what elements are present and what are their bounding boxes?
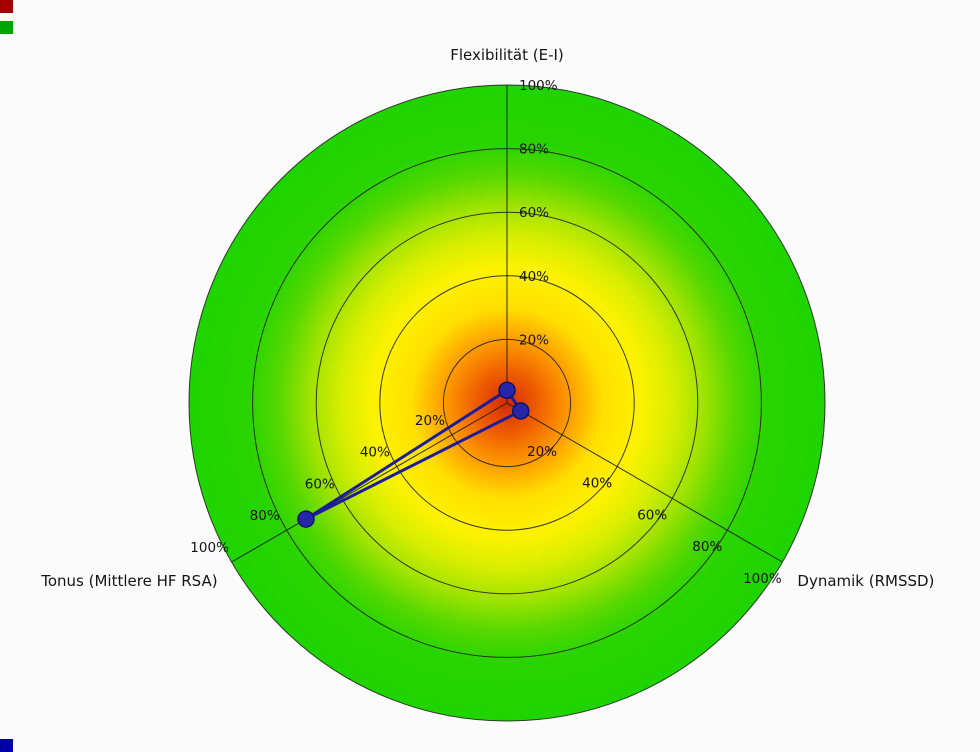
corner-marker-blue xyxy=(0,739,13,752)
tick-label-axis1-100: 100% xyxy=(743,571,782,587)
tick-label-axis2-80: 80% xyxy=(250,508,280,524)
tick-label-axis0-20: 20% xyxy=(519,332,549,348)
tick-label-axis0-60: 60% xyxy=(519,205,549,221)
axis-line-1 xyxy=(506,402,783,563)
tick-label-axis2-100: 100% xyxy=(190,540,229,556)
axis-line-2 xyxy=(231,402,508,563)
corner-marker-red xyxy=(0,0,13,13)
tick-label-axis0-80: 80% xyxy=(519,142,549,158)
tick-label-axis1-40: 40% xyxy=(582,476,612,492)
tick-label-axis2-20: 20% xyxy=(415,413,445,429)
tick-label-axis2-60: 60% xyxy=(305,476,335,492)
data-point-marker-0[interactable] xyxy=(498,381,516,400)
tick-label-axis2-40: 40% xyxy=(360,445,390,461)
tick-label-axis0-40: 40% xyxy=(519,269,549,285)
axis-title-2: Tonus (Mittlere HF RSA) xyxy=(40,572,217,590)
data-point-marker-1[interactable] xyxy=(512,402,530,420)
axis-title-0: Flexibilität (E-I) xyxy=(450,46,564,64)
tick-label-axis0-100: 100% xyxy=(519,78,558,94)
tick-label-axis1-60: 60% xyxy=(637,507,667,523)
corner-marker-green xyxy=(0,21,13,34)
data-polygon xyxy=(304,388,523,521)
tick-label-axis1-20: 20% xyxy=(527,444,557,460)
axis-title-1: Dynamik (RMSSD) xyxy=(797,572,934,590)
data-point-marker-2[interactable] xyxy=(297,510,315,528)
tick-label-axis1-80: 80% xyxy=(692,539,722,555)
